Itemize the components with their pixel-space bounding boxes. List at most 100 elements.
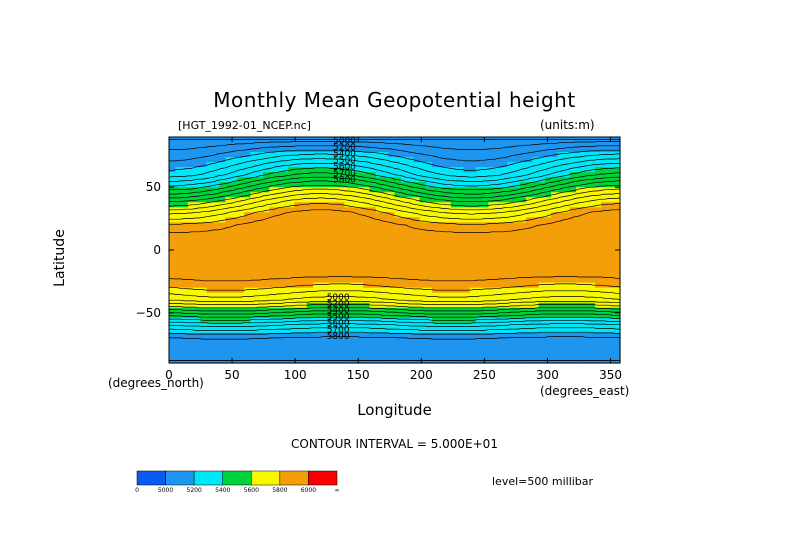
height-cell: [488, 237, 496, 244]
height-cell: [613, 232, 621, 239]
height-cell: [488, 247, 496, 254]
height-cell: [344, 147, 352, 153]
height-cell: [513, 207, 521, 213]
height-cell: [457, 152, 465, 158]
height-cell: [419, 242, 427, 249]
height-cell: [375, 332, 383, 339]
height-cell: [594, 172, 602, 178]
height-cell: [181, 252, 189, 259]
height-cell: [294, 247, 302, 254]
height-cell: [488, 172, 496, 178]
height-cell: [219, 187, 226, 193]
height-cell: [576, 157, 584, 163]
height-cell: [288, 192, 295, 198]
height-cell: [288, 342, 295, 349]
height-cell: [300, 222, 308, 228]
height-cell: [294, 257, 302, 264]
height-cell: [275, 162, 283, 168]
height-cell: [450, 162, 458, 168]
height-cell: [212, 157, 220, 163]
height-cell: [206, 147, 214, 153]
height-cell: [200, 212, 208, 218]
height-cell: [356, 337, 364, 344]
height-cell: [469, 337, 477, 344]
height-cell: [256, 202, 264, 208]
height-cell: [187, 312, 195, 319]
height-cell: [538, 157, 546, 163]
height-cell: [419, 332, 427, 339]
height-cell: [607, 162, 615, 168]
height-cell: [225, 267, 233, 274]
height-cell: [457, 172, 465, 178]
height-cell: [319, 197, 327, 203]
height-cell: [344, 222, 352, 228]
height-cell: [325, 222, 333, 228]
height-cell: [225, 147, 233, 153]
height-cell: [388, 287, 396, 294]
height-cell: [363, 277, 371, 284]
height-cell: [576, 267, 584, 274]
height-cell: [194, 297, 201, 304]
height-cell: [500, 232, 508, 239]
height-cell: [569, 237, 577, 244]
height-cell: [219, 242, 226, 249]
height-cell: [169, 307, 176, 314]
height-cell: [488, 177, 496, 183]
height-cell: [394, 352, 402, 359]
height-cell: [413, 312, 421, 319]
height-cell: [262, 147, 270, 153]
height-cell: [482, 192, 490, 198]
height-cell: [469, 252, 477, 259]
height-cell: [350, 347, 358, 354]
height-cell: [563, 262, 571, 269]
height-cell: [601, 242, 609, 249]
height-cell: [250, 202, 258, 208]
height-cell: [432, 257, 439, 264]
height-cell: [212, 267, 220, 274]
height-cell: [563, 212, 571, 218]
height-cell: [306, 212, 314, 218]
height-cell: [450, 172, 458, 178]
height-cell: [388, 267, 396, 274]
height-cell: [425, 182, 433, 188]
height-cell: [507, 142, 515, 148]
height-cell: [381, 222, 389, 228]
height-cell: [457, 242, 465, 249]
height-cell: [569, 182, 577, 188]
height-cell: [544, 332, 552, 339]
height-cell: [594, 247, 602, 254]
height-cell: [482, 327, 490, 334]
height-cell: [413, 327, 421, 334]
height-cell: [313, 277, 320, 284]
height-cell: [494, 237, 502, 244]
height-cell: [557, 312, 565, 319]
height-cell: [557, 237, 565, 244]
height-cell: [194, 262, 201, 269]
height-cell: [601, 257, 609, 264]
height-cell: [181, 297, 189, 304]
height-cell: [237, 257, 245, 264]
height-cell: [475, 257, 483, 264]
height-cell: [288, 317, 295, 324]
height-cell: [569, 197, 577, 203]
height-cell: [294, 222, 302, 228]
height-cell: [588, 312, 596, 319]
height-cell: [538, 202, 546, 208]
height-cell: [250, 287, 258, 294]
height-cell: [475, 162, 483, 168]
colorbar-tick-label: 0: [135, 487, 139, 494]
height-cell: [369, 252, 377, 259]
height-cell: [607, 157, 615, 163]
height-cell: [400, 257, 408, 264]
height-cell: [563, 322, 571, 329]
height-cell: [557, 347, 565, 354]
height-cell: [194, 217, 201, 223]
height-cell: [482, 267, 490, 274]
height-cell: [488, 222, 496, 228]
height-cell: [419, 287, 427, 294]
height-cell: [269, 282, 277, 289]
height-cell: [569, 312, 577, 319]
height-cell: [576, 147, 584, 153]
height-cell: [281, 342, 289, 349]
height-cell: [306, 142, 314, 148]
